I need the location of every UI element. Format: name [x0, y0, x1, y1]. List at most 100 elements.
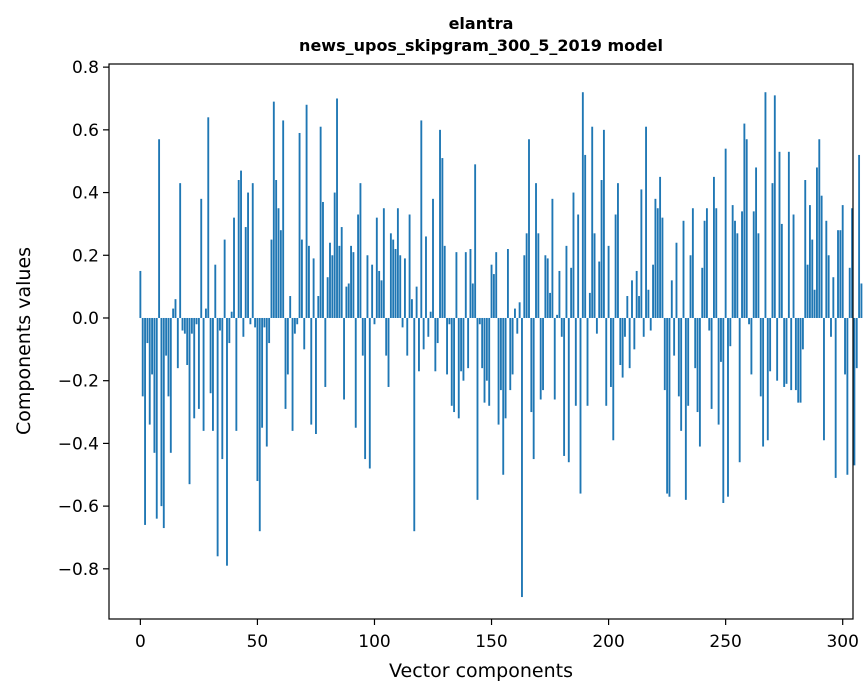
bar	[759, 317, 762, 397]
y-tick-label: 0.8	[72, 58, 99, 78]
bar	[427, 317, 430, 337]
bar	[851, 208, 853, 318]
bar	[439, 129, 441, 318]
bar	[525, 233, 528, 318]
bar	[539, 317, 542, 400]
bar	[722, 317, 725, 503]
bar	[464, 252, 467, 318]
bar	[219, 317, 221, 331]
bar	[609, 317, 612, 387]
bar	[352, 252, 355, 318]
bar	[392, 239, 395, 318]
bar	[317, 296, 320, 318]
bar	[378, 270, 381, 318]
bar	[673, 317, 676, 356]
bar	[631, 280, 633, 318]
y-axis-label: Components values	[13, 247, 35, 435]
bar	[258, 317, 261, 532]
bar	[403, 258, 406, 318]
bar	[261, 317, 264, 428]
bar	[638, 296, 640, 318]
bar	[144, 317, 146, 525]
bar	[614, 214, 617, 318]
bar	[846, 317, 849, 475]
bar	[656, 208, 659, 318]
bar	[649, 317, 652, 331]
bar	[230, 311, 233, 318]
bar	[338, 245, 341, 318]
bar	[647, 289, 650, 318]
bar	[567, 317, 570, 463]
plot-frame	[108, 63, 854, 620]
bar	[558, 270, 561, 318]
bar	[607, 245, 610, 318]
bar	[490, 264, 493, 318]
bar	[661, 217, 664, 318]
bar	[289, 296, 292, 318]
bar	[434, 317, 437, 372]
bar	[307, 245, 310, 318]
bar	[153, 317, 156, 453]
bar	[263, 317, 266, 328]
x-tick-label: 50	[247, 632, 269, 652]
bar	[766, 317, 769, 441]
bar	[584, 154, 587, 318]
bar	[268, 317, 271, 344]
bar	[394, 249, 397, 318]
bar	[270, 239, 273, 318]
bar	[698, 317, 701, 447]
bar	[200, 198, 203, 318]
bar	[462, 317, 465, 381]
bar	[247, 192, 249, 318]
bar	[216, 317, 219, 557]
bar	[345, 286, 348, 318]
bar	[642, 317, 645, 337]
bar	[514, 308, 516, 318]
bar	[818, 139, 821, 318]
bar	[265, 317, 268, 447]
bar	[743, 123, 746, 318]
bar	[680, 317, 683, 431]
bar	[553, 317, 556, 400]
bar	[778, 151, 781, 318]
bar	[413, 317, 416, 532]
bar	[549, 292, 551, 318]
bar	[429, 311, 432, 318]
bar	[251, 183, 254, 318]
bar	[368, 317, 371, 469]
bar	[832, 277, 835, 318]
bar	[303, 317, 306, 350]
bar	[169, 317, 172, 453]
bar	[359, 183, 362, 318]
bar	[190, 317, 193, 334]
bar	[654, 198, 657, 318]
bar	[738, 317, 741, 463]
bar	[380, 280, 383, 318]
bar	[837, 230, 839, 318]
bar	[595, 317, 598, 334]
bar	[544, 255, 547, 318]
bar	[347, 283, 350, 318]
bar	[776, 317, 779, 381]
bar	[197, 317, 200, 409]
bar	[834, 317, 837, 478]
bar	[701, 267, 704, 318]
bar	[628, 317, 631, 369]
y-tick-label: 0.4	[72, 184, 99, 204]
bar	[757, 233, 760, 318]
bar	[633, 317, 636, 350]
bar	[244, 227, 247, 318]
bar	[860, 283, 863, 318]
bar	[193, 317, 196, 419]
bar	[422, 317, 425, 350]
bar	[488, 317, 491, 406]
x-tick-label: 200	[592, 632, 624, 652]
bar	[146, 317, 149, 344]
bar	[537, 233, 540, 318]
bar	[300, 239, 303, 318]
bar	[542, 317, 544, 391]
bar	[801, 317, 804, 350]
bar	[518, 302, 521, 318]
bar	[340, 227, 343, 318]
bar	[240, 170, 242, 318]
